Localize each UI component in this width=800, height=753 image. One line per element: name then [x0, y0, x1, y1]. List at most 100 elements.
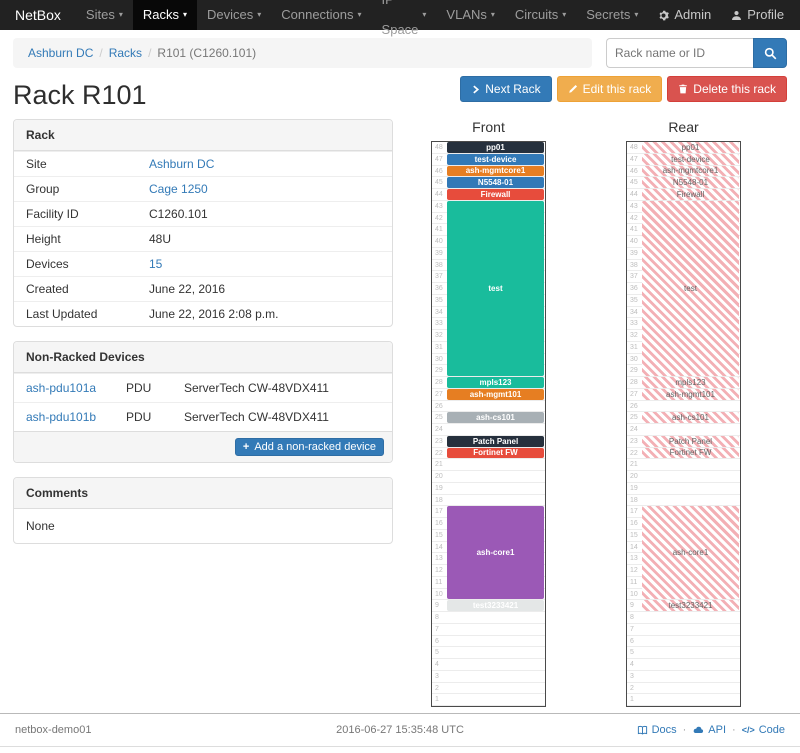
rack-device[interactable]: ash-core1 — [447, 506, 544, 600]
rack-device[interactable]: Fortinet FW — [642, 447, 739, 459]
rack-device[interactable]: Firewall — [447, 189, 544, 200]
unit-number: 39 — [435, 249, 443, 257]
rack-slot: 18 — [627, 495, 740, 507]
rack-slot: 29 — [432, 365, 545, 377]
edit-rack-button[interactable]: Edit this rack — [556, 76, 663, 102]
next-rack-button[interactable]: Next Rack — [460, 76, 552, 102]
nav-item-connections[interactable]: Connections ▾ — [271, 0, 371, 30]
rack-device[interactable]: ash-core1 — [642, 506, 739, 600]
unit-number: 37 — [630, 273, 638, 281]
unit-number: 4 — [435, 661, 439, 668]
delete-rack-button[interactable]: Delete this rack — [667, 76, 787, 102]
rack-slot: 22 — [627, 448, 740, 460]
devices-count-link[interactable]: 15 — [149, 257, 163, 271]
nav-item-devices[interactable]: Devices ▾ — [197, 0, 271, 30]
height-value: 48U — [149, 232, 172, 246]
chevron-down-icon: ▾ — [357, 10, 362, 19]
site-link[interactable]: Ashburn DC — [149, 157, 215, 171]
unit-number: 45 — [435, 179, 443, 187]
docs-link[interactable]: Docs — [637, 724, 677, 736]
chevron-down-icon: ▾ — [422, 10, 427, 19]
non-racked-panel-heading: Non-Racked Devices — [14, 342, 392, 373]
rack-device[interactable]: test — [447, 200, 544, 376]
breadcrumb-site-link[interactable]: Ashburn DC — [28, 46, 94, 60]
rack-device[interactable]: N5548-01 — [447, 177, 544, 188]
nav-item-secrets[interactable]: Secrets ▾ — [576, 0, 648, 30]
nav-item-vlans[interactable]: VLANs ▾ — [436, 0, 504, 30]
unit-number: 17 — [435, 508, 443, 516]
group-link[interactable]: Cage 1250 — [149, 182, 208, 196]
rack-device[interactable]: test3233421 — [447, 600, 544, 611]
user-icon — [732, 10, 742, 20]
device-link[interactable]: ash-pdu101b — [26, 410, 97, 424]
admin-link[interactable]: Admin — [648, 0, 721, 30]
brand-logo[interactable]: NetBox — [15, 7, 61, 23]
rack-device[interactable]: Firewall — [642, 189, 739, 200]
breadcrumb-racks-link[interactable]: Racks — [108, 46, 143, 60]
breadcrumb-current: R101 (C1260.101) — [157, 46, 257, 60]
rack-device[interactable]: pp01 — [447, 142, 544, 153]
rack-slot: 19 — [627, 483, 740, 495]
table-row: Created June 22, 2016 — [14, 276, 392, 301]
rack-device[interactable]: test-device — [642, 153, 739, 165]
rear-elevation-title: Rear — [668, 119, 699, 135]
rack-device[interactable]: Patch Panel — [447, 435, 544, 447]
rack-slot: 47 — [432, 154, 545, 166]
comments-panel: Comments None — [13, 477, 393, 544]
unit-number: 14 — [630, 543, 638, 551]
unit-number: 35 — [435, 296, 443, 304]
rack-slot: 48 — [432, 142, 545, 154]
profile-link[interactable]: Profile — [721, 0, 794, 30]
unit-number: 8 — [630, 614, 634, 621]
rack-slot: 26 — [627, 401, 740, 413]
search-button[interactable] — [753, 38, 787, 68]
rack-device[interactable]: test — [642, 200, 739, 376]
rack-device[interactable]: test-device — [447, 153, 544, 165]
rack-device[interactable]: Fortinet FW — [447, 447, 544, 459]
unit-number: 3 — [435, 672, 439, 680]
rack-slot: 7 — [627, 624, 740, 636]
unit-number: 9 — [630, 602, 634, 610]
rack-device[interactable]: N5548-01 — [642, 177, 739, 188]
code-link[interactable]: </> Code — [741, 724, 786, 736]
rack-device[interactable]: ash-mgmtcore1 — [642, 165, 739, 177]
left-column: Rack Site Ashburn DC Group Cage 1250 Fac… — [13, 119, 393, 558]
logout-link[interactable]: Log out — [794, 0, 800, 30]
unit-number: 34 — [435, 308, 443, 316]
server-timestamp: 2016-06-27 15:35:48 UTC — [336, 724, 464, 736]
unit-number: 31 — [630, 343, 638, 351]
rack-device[interactable]: Patch Panel — [642, 435, 739, 447]
nav-item-racks[interactable]: Racks ▾ — [132, 0, 197, 30]
unit-number: 18 — [435, 496, 443, 504]
rack-device[interactable]: pp01 — [642, 142, 739, 153]
trash-icon — [679, 84, 688, 94]
unit-number: 48 — [630, 144, 638, 151]
rack-device[interactable]: ash-cs101 — [447, 412, 544, 423]
table-row: Last Updated June 22, 2016 2:08 p.m. — [14, 301, 392, 326]
device-type: ServerTech CW-48VDX411 — [184, 410, 329, 424]
rack-slot: 28 — [627, 377, 740, 389]
nav-item-ip-space[interactable]: IP Space▾ — [372, 0, 437, 37]
rack-device[interactable]: mpls123 — [642, 377, 739, 388]
rack-device[interactable]: test3233421 — [642, 600, 739, 611]
rack-slot: 24 — [432, 424, 545, 436]
front-elevation-title: Front — [472, 119, 505, 135]
rack-slot: 6 — [432, 636, 545, 648]
unit-number: 9 — [435, 602, 439, 610]
search-input[interactable] — [606, 38, 753, 68]
device-link[interactable]: ash-pdu101a — [26, 381, 97, 395]
add-non-racked-device-button[interactable]: + Add a non-racked device — [234, 438, 384, 456]
unit-number: 47 — [435, 155, 443, 163]
rack-device[interactable]: mpls123 — [447, 377, 544, 388]
rack-device[interactable]: ash-cs101 — [642, 412, 739, 423]
rack-slot: 26 — [432, 401, 545, 413]
rack-device[interactable]: ash-mgmtcore1 — [447, 165, 544, 177]
rack-device[interactable]: ash-mgmt101 — [642, 388, 739, 400]
nav-item-circuits[interactable]: Circuits ▾ — [505, 0, 576, 30]
table-row: Facility ID C1260.101 — [14, 201, 392, 226]
rack-slot: 2 — [627, 683, 740, 695]
gear-icon — [659, 10, 670, 20]
api-link[interactable]: API — [692, 724, 726, 736]
nav-item-sites[interactable]: Sites ▾ — [76, 0, 133, 30]
rack-device[interactable]: ash-mgmt101 — [447, 388, 544, 400]
